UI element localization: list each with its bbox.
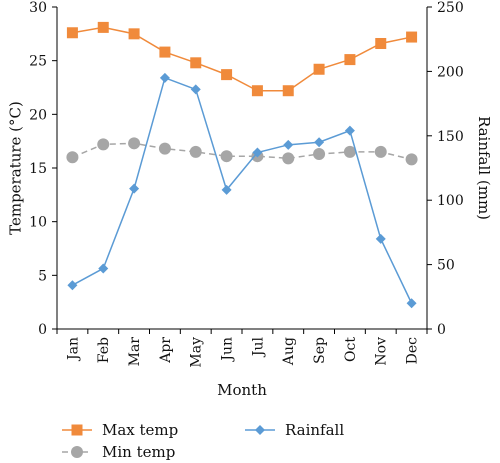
data-point (314, 137, 325, 148)
data-point (159, 46, 171, 58)
data-point (98, 263, 109, 274)
data-point (67, 280, 78, 291)
right-axis-tick-label: 150 (437, 129, 464, 145)
legend-item: Min temp (62, 443, 175, 461)
series-max-temp (66, 21, 418, 97)
data-point (313, 148, 326, 161)
data-point (159, 72, 170, 83)
x-axis-tick-label: Sep (312, 337, 328, 364)
right-axis-tick-label: 200 (437, 64, 464, 80)
data-point (189, 145, 202, 158)
data-point (251, 85, 263, 97)
left-axis-tick-label: 15 (29, 161, 47, 177)
data-point (344, 125, 355, 136)
series-layer (66, 21, 418, 309)
data-point (190, 84, 201, 95)
legend-marker (255, 425, 265, 435)
data-point (375, 233, 386, 244)
series-min-temp (66, 137, 418, 166)
left-axis-tick-label: 25 (29, 54, 47, 70)
series-rainfall (67, 72, 417, 309)
x-axis-tick-label: Dec (404, 337, 420, 365)
right-axis-tick-label: 100 (437, 193, 464, 209)
data-point (220, 150, 233, 163)
legend-marker (71, 446, 83, 458)
data-point (406, 298, 417, 309)
series-line (72, 142, 412, 161)
left-axis-tick-label: 30 (29, 0, 47, 16)
right-axis-tick-label: 50 (437, 258, 455, 274)
legend-item: Rainfall (245, 421, 344, 439)
legend-label: Max temp (102, 421, 178, 439)
legend-item: Max temp (62, 421, 178, 439)
legend-marker (71, 424, 83, 436)
left-axis-tick-label: 20 (29, 107, 47, 123)
data-point (283, 139, 294, 150)
x-axis-tick-label: Jan (65, 337, 81, 362)
data-point (128, 28, 140, 40)
data-point (190, 57, 202, 69)
x-axis-tick-label: Oct (343, 337, 359, 362)
legend-label: Rainfall (285, 421, 344, 439)
left-axis-tick-label: 5 (38, 268, 47, 284)
x-axis-ticks: Jan Feb Mar Apr May Jun Jul Aug Sep Oct Nov Dec (56, 329, 428, 368)
data-point (221, 69, 233, 81)
data-point (344, 54, 356, 66)
x-axis-tick-label: Nov (374, 337, 390, 366)
left-axis-tick-label: 0 (38, 322, 47, 338)
left-axis-title: Temperature (°C) (6, 101, 24, 235)
data-point (406, 31, 418, 43)
data-point (282, 152, 295, 165)
data-point (128, 137, 141, 150)
x-axis-tick-label: May (189, 337, 205, 368)
legend-label: Min temp (102, 443, 175, 461)
x-axis-tick-label: Mar (127, 337, 143, 367)
right-axis-tick-label: 250 (437, 0, 464, 16)
right-axis-title: Rainfall (mm) (475, 116, 493, 220)
x-axis-tick-label: Apr (158, 337, 174, 364)
x-axis-tick-label: Jun (219, 337, 235, 363)
x-axis-title: Month (217, 381, 267, 399)
data-point (97, 138, 110, 151)
series-line (72, 26, 412, 92)
series-line (72, 76, 413, 304)
left-axis-tick-label: 10 (29, 215, 47, 231)
data-point (158, 142, 171, 155)
right-axis-tick-label: 0 (437, 322, 446, 338)
data-point (252, 147, 263, 158)
x-axis-tick-label: Jul (250, 336, 266, 358)
data-point (282, 85, 294, 97)
data-point (374, 145, 387, 158)
data-point (66, 27, 78, 39)
legend: Max temp Min temp Rainfall (62, 421, 344, 461)
left-axis-ticks: 0 5 10 15 20 25 30 (29, 0, 57, 338)
data-point (66, 151, 79, 164)
plot-frame (56, 7, 428, 330)
data-point (343, 145, 356, 158)
data-point (375, 37, 387, 49)
x-axis-tick-label: Aug (281, 337, 297, 366)
data-point (129, 183, 140, 194)
data-point (313, 63, 325, 75)
data-point (221, 184, 232, 195)
data-point (97, 21, 109, 33)
right-axis-ticks: 0 50 100 150 200 250 (427, 0, 464, 338)
x-axis-tick-label: Feb (96, 337, 112, 363)
data-point (405, 153, 418, 166)
